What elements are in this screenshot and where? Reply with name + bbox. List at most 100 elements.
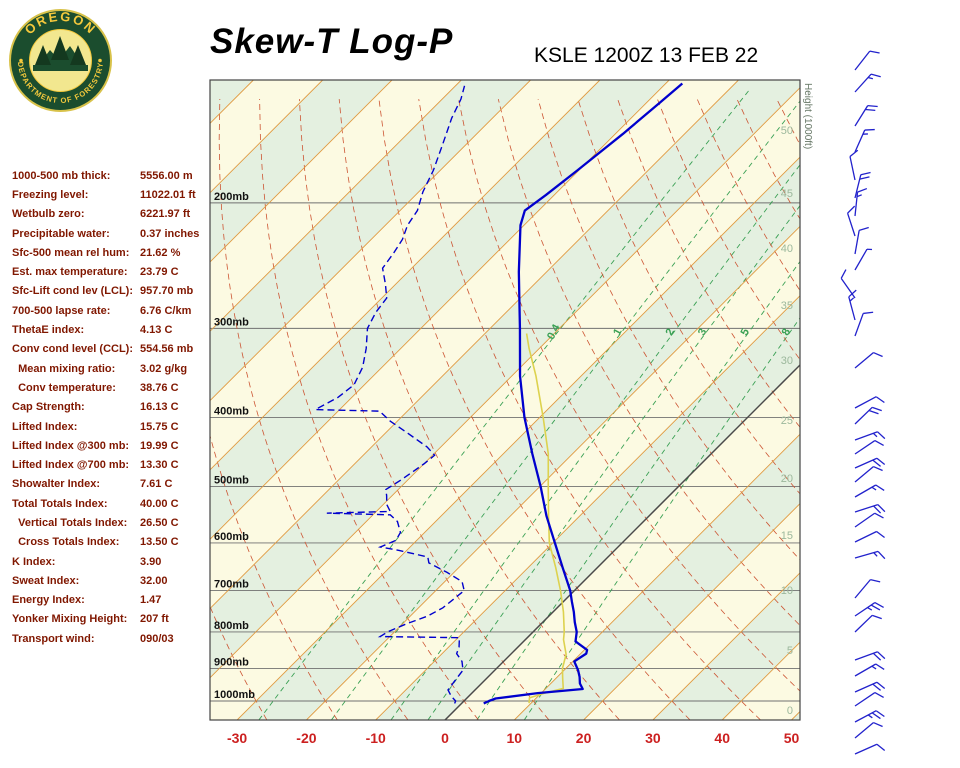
index-row: Energy Index: 1.47: [12, 591, 208, 610]
barb-staff: [854, 129, 866, 153]
barb-tick-full: [876, 457, 886, 466]
wind-barb: [854, 550, 886, 560]
dry-adiabat: [497, 98, 800, 627]
temp-tick-label: -20: [296, 730, 316, 746]
index-value: 38.76 C: [140, 381, 179, 394]
barb-staff: [854, 406, 873, 425]
height-tick-label: 20: [781, 473, 793, 485]
temp-tick-label: 0: [441, 730, 449, 746]
height-axis-title: Height (1000ft): [802, 83, 813, 149]
index-row: Cross Totals Index: 13.50 C: [12, 533, 208, 552]
wind-barb: [854, 692, 884, 707]
isotherm-line: [583, 502, 800, 720]
wind-barb: [854, 50, 880, 71]
wind-barb: [854, 406, 882, 425]
isotherm-line: [236, 156, 800, 720]
index-value: 40.00 C: [140, 497, 179, 510]
index-value: 6221.97 ft: [140, 208, 191, 221]
height-tick-label: 35: [781, 300, 793, 312]
index-label: Cross Totals Index:: [12, 536, 120, 549]
pressure-label: 200mb: [214, 191, 249, 203]
wind-barb: [854, 614, 882, 633]
barb-tick-full: [874, 692, 884, 698]
barb-staff: [854, 651, 878, 661]
height-tick-label: 0: [787, 705, 793, 717]
logo-inner-border: [29, 29, 92, 92]
height-tick-label: 25: [781, 415, 793, 427]
barb-tick-full: [877, 431, 886, 440]
isotherm-line: [210, 80, 601, 471]
barb-tick-full: [868, 409, 879, 415]
index-label: Yonker Mixing Height:: [12, 613, 128, 626]
index-row: Lifted Index @300 mb: 19.99 C: [12, 436, 208, 455]
index-value: 32.00: [140, 574, 168, 587]
wind-barb: [854, 503, 886, 514]
barb-staff: [854, 484, 877, 498]
wind-barb: [854, 128, 875, 153]
barb-tick-full: [859, 176, 870, 180]
wind-barb: [848, 289, 857, 321]
pressure-label: 700mb: [214, 579, 249, 591]
wind-barb: [854, 73, 881, 93]
mixing-ratio-label: 3: [696, 327, 709, 338]
barb-staff: [854, 614, 873, 633]
index-value: 23.79 C: [140, 266, 179, 279]
isotherm-line: [210, 80, 393, 263]
barb-tick-full: [873, 351, 883, 358]
pressure-label: 800mb: [214, 620, 249, 632]
barb-staff: [854, 396, 877, 409]
barb-tick-full: [873, 465, 883, 472]
barb-tick-half: [867, 76, 874, 80]
barb-staff: [854, 466, 874, 483]
temp-tick-label: 40: [714, 730, 730, 746]
index-row: Freezing level: 11022.01 ft: [12, 185, 208, 204]
wind-barb: [854, 651, 886, 661]
barb-staff: [854, 440, 876, 455]
barb-tick-full: [874, 440, 884, 446]
plot-border: [209, 79, 801, 721]
logo-star-right: [98, 58, 102, 63]
index-value: 554.56 mb: [140, 343, 194, 356]
barb-staff: [854, 722, 874, 739]
height-tick-label: 30: [781, 355, 793, 367]
height-tick-label: 50: [781, 125, 793, 137]
wind-barb: [854, 104, 878, 127]
barb-staff: [854, 313, 864, 337]
wind-barb: [854, 530, 885, 543]
barb-staff: [854, 105, 869, 127]
barb-staff: [854, 550, 879, 559]
wind-barb: [854, 721, 883, 739]
isotherm-line: [652, 572, 800, 720]
barb-staff: [854, 230, 860, 255]
barb-staff: [854, 663, 877, 677]
dry-adiabat: [458, 98, 800, 692]
index-row: Sfc-500 mean rel hum: 21.62 %: [12, 243, 208, 262]
index-label: Mean mixing ratio:: [12, 362, 116, 375]
barb-tick-full: [869, 50, 880, 54]
temp-tick-label: -10: [366, 730, 386, 746]
barb-tick-full: [873, 721, 883, 728]
index-row: Lifted Index @700 mb: 13.30 C: [12, 455, 208, 474]
index-value: 1.47: [140, 594, 162, 607]
barb-tick-full: [870, 73, 881, 78]
temp-tick-label: 30: [645, 730, 661, 746]
barb-tick-full: [840, 269, 847, 279]
barb-tick-full: [877, 504, 886, 513]
index-row: 700-500 lapse rate: 6.76 C/km: [12, 301, 208, 320]
index-label: Sweat Index:: [12, 574, 80, 587]
wind-barb: [854, 431, 886, 441]
barb-tick-full: [848, 289, 857, 298]
barb-tick-full: [864, 128, 875, 131]
logo-ground: [33, 65, 88, 71]
wind-barb: [854, 710, 885, 723]
wind-barb: [854, 484, 885, 498]
barb-staff: [854, 743, 878, 755]
temp-tick-label: -30: [227, 730, 247, 746]
barb-tick-half: [849, 297, 855, 302]
mixing-ratio-line: [523, 317, 800, 720]
barb-staff: [854, 50, 871, 71]
index-row: Sfc-Lift cond lev (LCL): 957.70 mb: [12, 282, 208, 301]
wind-barb: [854, 248, 873, 271]
barb-tick-full: [857, 187, 868, 193]
